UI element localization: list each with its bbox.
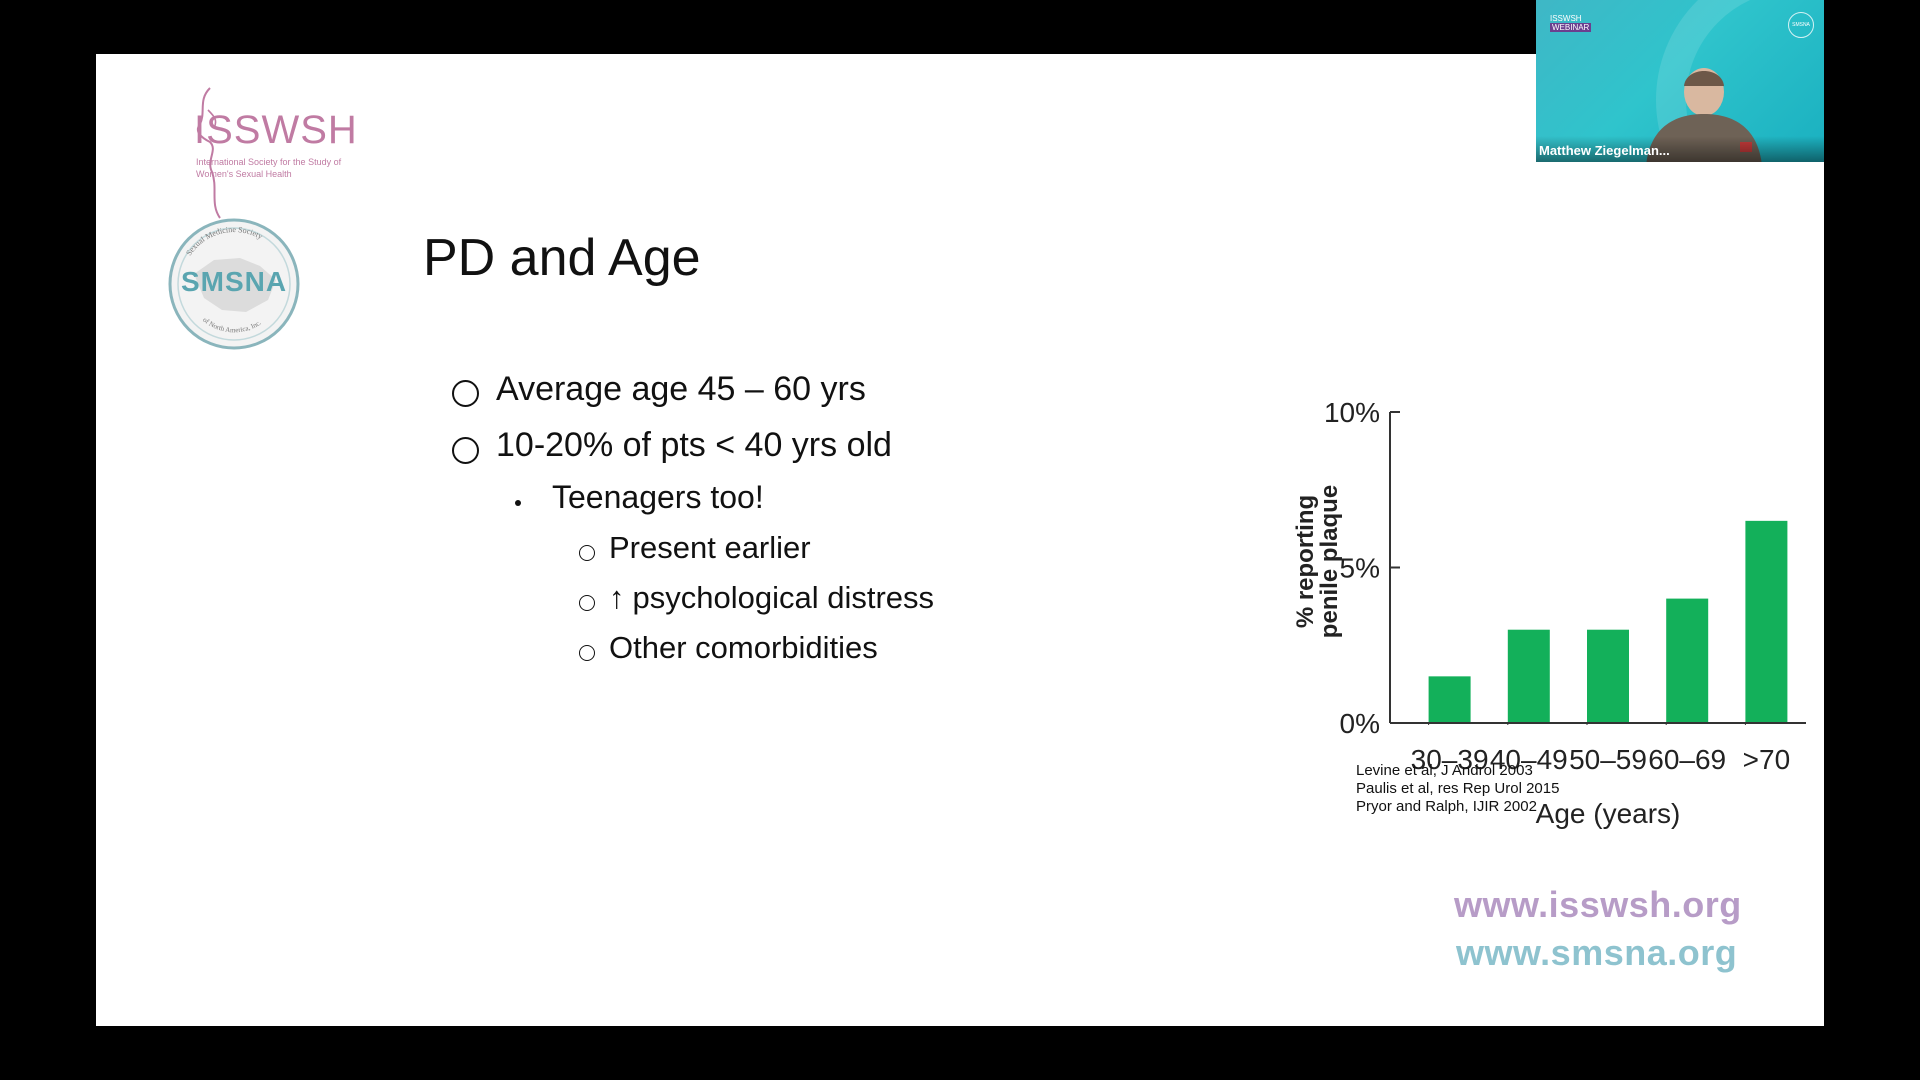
bullet-young-patients: 10-20% of pts < 40 yrs old xyxy=(496,426,892,464)
references: Levine et al, J Androl 2003 Paulis et al… xyxy=(1356,762,1559,816)
chart-bar xyxy=(1745,520,1788,722)
y-tick-label: 0% xyxy=(1340,708,1380,739)
speaker-video-tile[interactable]: ISSWSH WEBINAR SMSNA Matthew Ziegelman..… xyxy=(1536,0,1824,162)
smsna-logo-icon: Sexual Medicine Society of North America… xyxy=(168,218,300,350)
reference-item: Paulis et al, res Rep Urol 2015 xyxy=(1356,780,1560,797)
y-tick-label: 10% xyxy=(1324,397,1380,428)
chart-bar xyxy=(1587,629,1629,722)
participant-name-label: Matthew Ziegelman... xyxy=(1536,136,1824,162)
webinar-badge-top: ISSWSH xyxy=(1550,14,1582,23)
age-bar-chart: 0% 5% 10% 30–39 40–49 50–59 60–69 >70 Age (years… xyxy=(1196,384,1824,829)
x-tick-label: 30–39 xyxy=(1411,744,1489,775)
reference-item: Pryor and Ralph, IJIR 2002 xyxy=(1356,798,1537,815)
bullet-circle-icon xyxy=(452,380,479,407)
y-axis-label: penile plaque xyxy=(1316,485,1343,638)
chart-bar xyxy=(1507,629,1550,722)
bullet-circle-icon xyxy=(452,437,479,464)
bullet-circle-small-icon xyxy=(579,595,595,611)
chart-bar xyxy=(1428,676,1471,722)
y-tick-label: 5% xyxy=(1340,553,1380,584)
x-tick-label: 60–69 xyxy=(1648,744,1726,775)
isswsh-logo-text: ISSWSH xyxy=(194,108,358,152)
isswsh-logo-icon xyxy=(196,87,221,219)
chart-bar xyxy=(1666,598,1709,722)
bullet-psych-distress-text: psychological distress xyxy=(632,580,935,615)
smsna-corner-logo-icon: SMSNA xyxy=(1788,12,1814,38)
speaker-avatar xyxy=(1646,68,1762,162)
bullet-dot-icon xyxy=(515,500,521,506)
webinar-badge-tag: WEBINAR xyxy=(1550,23,1592,32)
slide-title: PD and Age xyxy=(423,229,701,287)
x-tick-label: 50–59 xyxy=(1569,744,1647,775)
smsna-url: www.smsna.org xyxy=(1456,932,1738,973)
reference-item: Levine et al, J Androl 2003 xyxy=(1356,762,1533,779)
bullet-psych-distress: ↑ psychological distress xyxy=(609,580,934,616)
arrow-up-icon: ↑ xyxy=(609,580,625,615)
presentation-slide: ISSWSH International Society for the Stu… xyxy=(96,54,1824,1026)
bullet-circle-small-icon xyxy=(579,545,595,561)
x-tick-label: 40–49 xyxy=(1490,744,1568,775)
isswsh-url: www.isswsh.org xyxy=(1454,884,1742,925)
bullet-teenagers: Teenagers too! xyxy=(552,479,764,515)
smsna-logo-text: SMSNA xyxy=(180,266,288,297)
bullet-present-earlier: Present earlier xyxy=(609,530,811,565)
y-axis-label: % reporting xyxy=(1292,495,1319,628)
bullet-circle-small-icon xyxy=(579,645,595,661)
chart-svg: 0% 5% 10% 30–39 40–49 50–59 60–69 >70 Age (years… xyxy=(1292,397,1806,829)
x-axis-label: Age (years) xyxy=(1536,798,1681,829)
x-tick-label: >70 xyxy=(1743,744,1791,775)
bullet-comorbidities: Other comorbidities xyxy=(609,630,878,665)
bullet-average-age: Average age 45 – 60 yrs xyxy=(496,370,866,408)
isswsh-logo-tagline: International Society for the Study of W… xyxy=(196,157,342,179)
webinar-badge: ISSWSH WEBINAR xyxy=(1550,14,1592,32)
